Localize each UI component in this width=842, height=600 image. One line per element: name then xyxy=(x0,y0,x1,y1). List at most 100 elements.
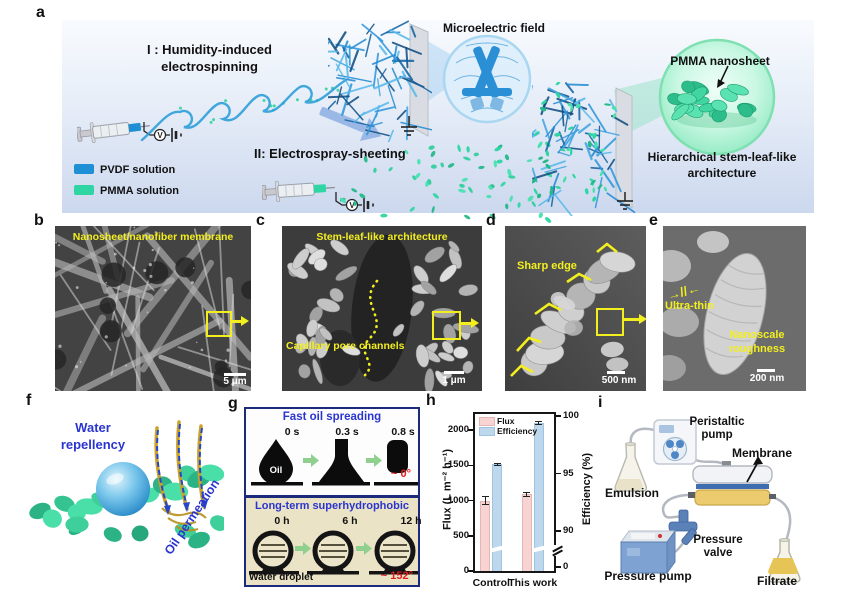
scale-label: 500 nm xyxy=(601,375,637,386)
h-ytick-mark xyxy=(556,415,561,417)
pmma-nanosheet-label: PMMA nanosheet xyxy=(670,54,770,68)
nanosheet-spray-icon xyxy=(340,141,552,223)
h-ytick-mark xyxy=(556,566,561,568)
superhydrophobic-title: Long-term superhydrophobic xyxy=(255,500,409,512)
pressure-valve-label: Pressure valve xyxy=(693,534,743,560)
panel-f-label: f xyxy=(26,392,32,409)
microfield-label: Microelectric field xyxy=(442,21,546,35)
pressure-valve-icon xyxy=(668,509,698,546)
filtrate-label: Filtrate xyxy=(756,574,797,588)
h-ytick-left: 500 xyxy=(453,529,469,541)
roi-box xyxy=(432,311,461,340)
h-bar-flux-2 xyxy=(521,494,532,573)
emulsion-label: Emulsion xyxy=(604,486,659,500)
green-arrow-icon xyxy=(303,454,382,467)
time-label: 6 h xyxy=(342,515,358,527)
h-legend-swatch xyxy=(479,417,495,426)
roughness-label: Nanoscale roughness xyxy=(728,329,786,356)
sharp-edge-label: Sharp edge xyxy=(517,260,577,272)
h-ytick-right: 100 xyxy=(563,410,579,421)
panel-g-label: g xyxy=(228,395,238,412)
superhydrophobic-box: Long-term superhydrophobic 0 h 6 h 12 h xyxy=(244,496,422,587)
process-arrow-icon xyxy=(319,106,382,142)
panel-h-label: h xyxy=(426,392,436,409)
step2-label: II: Electrospray-sheeting xyxy=(254,146,406,161)
scale-label: 1 μm xyxy=(442,375,466,386)
h-ylabel-left: Flux (L m⁻² h⁻¹) xyxy=(441,448,454,531)
water-droplet-caption: Water droplet xyxy=(249,572,314,583)
pmma-swatch xyxy=(74,185,94,195)
membrane-label: Membrane xyxy=(731,446,793,460)
time-label: 0 h xyxy=(274,515,290,527)
hybrid-mat-icon xyxy=(532,82,636,216)
architecture-label: Hierarchical stem-leaf-like architecture xyxy=(647,150,797,180)
scale-label: 5 μm xyxy=(223,376,247,387)
legend-pmma: PMMA solution xyxy=(74,185,179,197)
panel-i-label: i xyxy=(598,394,603,411)
h-xtick: Control xyxy=(472,577,510,589)
panel-e-sem-image: →//← Ultra-thin Nanoscale roughness 200 n… xyxy=(663,226,806,391)
panel-e-label: e xyxy=(649,212,658,229)
pressure-pump-label: Pressure pump xyxy=(604,569,692,583)
scale-bar xyxy=(607,371,625,374)
roi-arrow-icon xyxy=(622,314,646,324)
scale-bar xyxy=(757,369,775,372)
h-ytick-left: 1500 xyxy=(447,459,469,471)
h-ytick-left: 2000 xyxy=(447,424,469,436)
h-error-bar xyxy=(493,462,501,466)
nanofiber-mat-icon xyxy=(328,20,432,142)
h-ytick-mark xyxy=(468,570,473,572)
oil-permeation-arrows xyxy=(156,423,205,507)
h-ytick-left: 0 xyxy=(463,565,469,576)
oil-spreading-title: Fast oil spreading xyxy=(282,411,382,423)
oil-spreading-box: Fast oil spreading 0 s 0.3 s 0.8 s Oil ~… xyxy=(244,407,420,497)
legend-pvdf: PVDF solution xyxy=(74,164,175,176)
voltage-source-icon: V xyxy=(143,122,182,142)
h-error-bar xyxy=(535,421,543,425)
roi-arrow-icon xyxy=(230,316,249,326)
panel-c-label: c xyxy=(256,212,265,229)
ground-icon xyxy=(401,116,417,136)
green-arrow-icon xyxy=(295,542,372,555)
peristaltic-pump-icon xyxy=(653,419,697,465)
peristaltic-pump-label: Peristaltic pump xyxy=(689,416,745,442)
h-ytick-mark xyxy=(468,499,473,502)
svg-text:V: V xyxy=(157,131,163,140)
filtration-setup-diagram xyxy=(614,419,801,583)
h-ytick-mark xyxy=(556,472,561,475)
emulsion-flask-icon xyxy=(614,442,648,492)
time-label: 0.8 s xyxy=(391,426,415,438)
scale-bar xyxy=(224,373,246,376)
wettability-art xyxy=(29,420,224,549)
membrane-arrow xyxy=(746,461,759,483)
oil-text: Oil xyxy=(270,465,283,476)
h-error-bar xyxy=(481,496,489,505)
water-droplet-icon xyxy=(96,462,150,516)
h-ytick-right: 90 xyxy=(563,525,574,536)
time-label: 0.3 s xyxy=(335,426,359,438)
panel-d-sem-image: Sharp edge 500 nm xyxy=(505,226,646,391)
h-ytick-mark xyxy=(468,534,473,537)
time-label: 0 s xyxy=(284,426,300,438)
sem-b-title: Nanosheet/nanofiber membrane xyxy=(72,231,234,243)
panel-a-label: a xyxy=(36,4,45,21)
water-droplet-sequence xyxy=(249,530,418,575)
time-label: 12 h xyxy=(400,515,422,527)
h-legend-label: Flux xyxy=(497,415,515,426)
roi-arrow-icon xyxy=(460,318,479,328)
sharp-edge-marks xyxy=(510,242,618,377)
panel-d-label: d xyxy=(486,212,496,229)
microfield-inset xyxy=(442,34,532,124)
syringe-pmma-icon xyxy=(262,181,335,202)
droplet-icons xyxy=(252,530,416,572)
panel-a-schematic: I : Humidity-induced electrospinning V xyxy=(62,20,814,223)
h-legend-label: Efficiency xyxy=(497,425,538,436)
contact-angle-water: ~ 152° xyxy=(380,570,413,582)
svg-text:V: V xyxy=(349,201,355,210)
scale-label: 200 nm xyxy=(749,373,785,384)
h-error-bar xyxy=(523,491,531,497)
roi-box xyxy=(596,308,624,336)
panel-c-sem-image: Stem-leaf-like architecture Capillary po… xyxy=(282,226,482,391)
water-repellency-label: Water repellency xyxy=(60,420,126,452)
